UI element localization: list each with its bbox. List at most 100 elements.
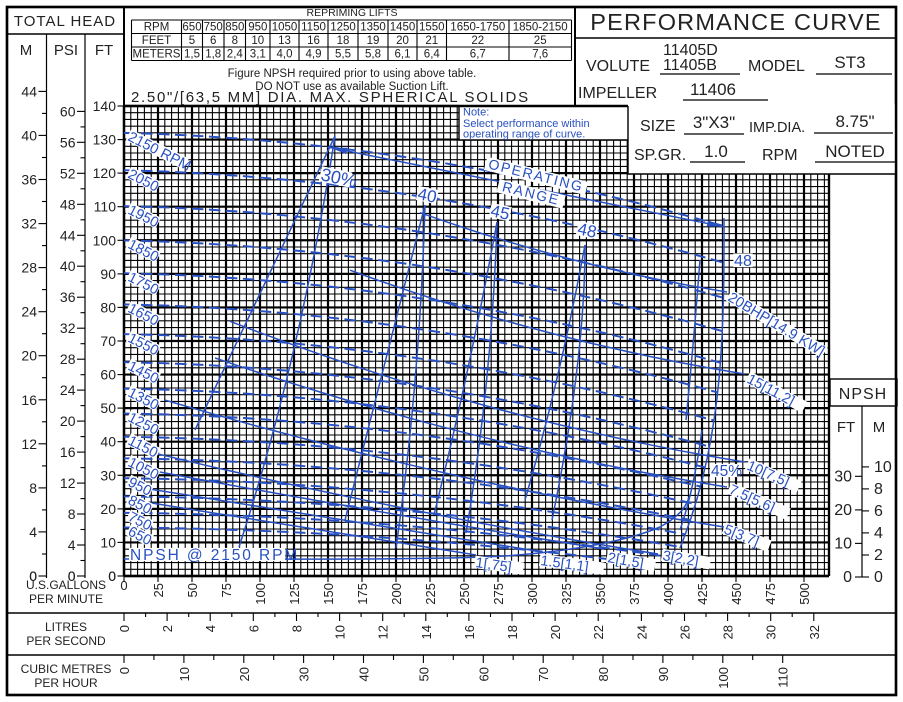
- svg-text:3"X3": 3"X3": [693, 113, 735, 132]
- svg-text:6,1: 6,1: [395, 49, 411, 61]
- svg-text:7,6: 7,6: [532, 49, 548, 61]
- svg-text:20: 20: [100, 501, 116, 517]
- svg-text:32: 32: [21, 216, 37, 232]
- svg-text:4: 4: [874, 525, 883, 542]
- svg-text:0: 0: [108, 568, 116, 584]
- svg-text:10: 10: [874, 459, 892, 476]
- svg-text:PSI: PSI: [54, 42, 78, 59]
- svg-text:75: 75: [219, 583, 234, 597]
- svg-text:0: 0: [29, 568, 37, 584]
- svg-text:SP.GR.: SP.GR.: [634, 147, 686, 164]
- svg-text:90: 90: [656, 667, 671, 681]
- svg-text:METERS: METERS: [133, 49, 181, 61]
- svg-text:U.S.GALLONS: U.S.GALLONS: [26, 578, 106, 592]
- svg-text:8.75": 8.75": [835, 112, 874, 131]
- svg-text:20: 20: [21, 348, 37, 364]
- svg-text:6,4: 6,4: [424, 49, 441, 61]
- svg-text:70: 70: [536, 667, 551, 681]
- svg-text:6: 6: [874, 503, 883, 520]
- svg-text:16: 16: [307, 35, 320, 47]
- svg-text:1350: 1350: [360, 22, 386, 34]
- svg-text:4,0: 4,0: [277, 49, 293, 61]
- svg-text:1.5[1,1]: 1.5[1,1]: [539, 553, 589, 576]
- svg-text:45%: 45%: [711, 463, 742, 480]
- svg-text:140: 140: [93, 98, 117, 114]
- svg-text:25: 25: [151, 583, 166, 597]
- svg-text:6,7: 6,7: [470, 49, 486, 61]
- svg-text:275: 275: [491, 583, 506, 605]
- svg-text:16: 16: [462, 625, 477, 639]
- svg-text:14: 14: [419, 625, 434, 639]
- svg-text:FEET: FEET: [142, 35, 171, 47]
- svg-text:4: 4: [29, 524, 37, 540]
- svg-text:120: 120: [93, 165, 117, 181]
- svg-text:19: 19: [367, 35, 380, 47]
- svg-text:8: 8: [874, 481, 883, 498]
- svg-text:1850-2150: 1850-2150: [513, 22, 568, 34]
- svg-text:0: 0: [843, 569, 852, 586]
- svg-text:16: 16: [60, 444, 76, 460]
- svg-text:1150: 1150: [301, 22, 326, 34]
- svg-text:1[,75]: 1[,75]: [474, 555, 512, 576]
- svg-text:LITRES: LITRES: [45, 620, 87, 634]
- svg-text:100: 100: [716, 667, 731, 689]
- svg-text:FT: FT: [837, 419, 855, 436]
- svg-text:SIZE: SIZE: [640, 118, 676, 135]
- svg-text:70: 70: [100, 333, 116, 349]
- svg-text:1650-1750: 1650-1750: [450, 22, 505, 34]
- svg-text:40: 40: [60, 258, 76, 274]
- svg-text:4,9: 4,9: [306, 49, 322, 61]
- svg-text:950: 950: [248, 22, 267, 34]
- svg-text:12: 12: [60, 475, 76, 491]
- svg-text:18: 18: [505, 625, 520, 639]
- svg-text:40: 40: [100, 434, 116, 450]
- svg-text:50: 50: [185, 583, 200, 597]
- svg-text:150: 150: [321, 583, 336, 605]
- svg-text:3,1: 3,1: [250, 49, 266, 61]
- svg-text:PER SECOND: PER SECOND: [26, 634, 106, 648]
- svg-text:40: 40: [357, 667, 372, 681]
- svg-text:IMP.DIA.: IMP.DIA.: [749, 120, 805, 136]
- svg-text:2,4: 2,4: [227, 49, 244, 61]
- svg-text:PER HOUR: PER HOUR: [34, 676, 98, 690]
- svg-text:100: 100: [253, 583, 268, 605]
- svg-text:4: 4: [203, 625, 218, 632]
- svg-text:20: 20: [60, 413, 76, 429]
- svg-text:30: 30: [100, 467, 116, 483]
- svg-text:16: 16: [21, 392, 37, 408]
- svg-text:10: 10: [100, 534, 116, 550]
- svg-text:60: 60: [476, 667, 491, 681]
- svg-text:32: 32: [60, 320, 76, 336]
- svg-text:2: 2: [874, 547, 883, 564]
- svg-text:52: 52: [60, 165, 76, 181]
- svg-text:0: 0: [108, 568, 116, 584]
- svg-text:45: 45: [489, 201, 511, 224]
- svg-text:RPM: RPM: [144, 22, 170, 34]
- svg-text:36: 36: [60, 289, 76, 305]
- svg-text:30: 30: [834, 468, 852, 485]
- svg-text:5: 5: [189, 35, 195, 47]
- svg-text:200: 200: [389, 583, 404, 605]
- svg-text:1,8: 1,8: [205, 49, 221, 61]
- svg-text:50: 50: [100, 400, 116, 416]
- svg-text:REPRIMING LIFTS: REPRIMING LIFTS: [306, 7, 397, 19]
- svg-text:325: 325: [559, 583, 574, 605]
- svg-text:8: 8: [290, 625, 305, 632]
- svg-text:48: 48: [734, 253, 752, 270]
- svg-text:TOTAL HEAD: TOTAL HEAD: [14, 13, 116, 30]
- svg-text:850: 850: [225, 22, 244, 34]
- svg-text:24: 24: [60, 382, 76, 398]
- svg-text:Note:: Note:: [463, 107, 489, 119]
- svg-text:20: 20: [237, 667, 252, 681]
- svg-text:450: 450: [729, 583, 744, 605]
- svg-text:130: 130: [93, 132, 117, 148]
- svg-text:5,5: 5,5: [335, 49, 351, 61]
- svg-text:2: 2: [160, 625, 175, 632]
- svg-text:10: 10: [251, 35, 264, 47]
- svg-text:400: 400: [661, 583, 676, 605]
- svg-text:RPM: RPM: [762, 147, 798, 164]
- svg-text:10: 10: [177, 667, 192, 681]
- svg-text:PER MINUTE: PER MINUTE: [29, 592, 103, 606]
- svg-text:50: 50: [416, 667, 431, 681]
- svg-text:475: 475: [763, 583, 778, 605]
